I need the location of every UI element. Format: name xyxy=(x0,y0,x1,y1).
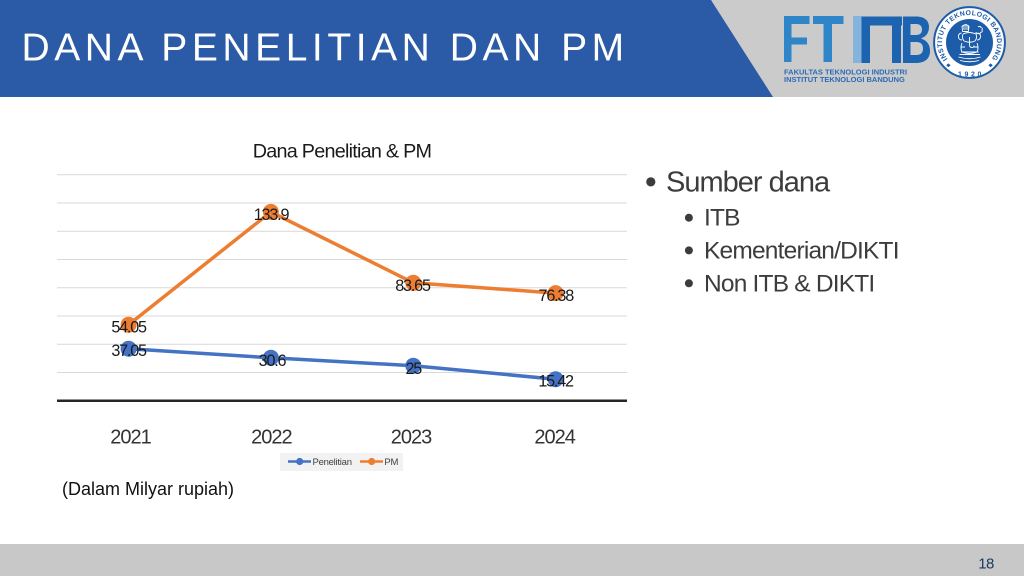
svg-text:15.42: 15.42 xyxy=(538,372,574,390)
svg-text:(Dalam Milyar rupiah): (Dalam Milyar rupiah) xyxy=(62,479,234,499)
svg-text:18: 18 xyxy=(978,555,994,572)
svg-text:Non ITB & DIKTI: Non ITB & DIKTI xyxy=(704,271,874,298)
svg-text:25: 25 xyxy=(405,360,422,378)
svg-text:2024: 2024 xyxy=(534,426,575,448)
svg-text:76.38: 76.38 xyxy=(539,287,575,305)
svg-text:Dana Penelitian & PM: Dana Penelitian & PM xyxy=(253,141,432,163)
svg-text:FAKULTAS TEKNOLOGI INDUSTRI: FAKULTAS TEKNOLOGI INDUSTRI xyxy=(784,67,907,76)
svg-text:2021: 2021 xyxy=(110,426,151,448)
svg-text:30.6: 30.6 xyxy=(259,352,287,370)
svg-text:1920: 1920 xyxy=(958,72,984,79)
svg-text:Penelitian: Penelitian xyxy=(313,457,352,468)
svg-text:2022: 2022 xyxy=(251,426,292,448)
svg-text:83.65: 83.65 xyxy=(395,277,431,295)
svg-text:Sumber dana: Sumber dana xyxy=(666,167,831,199)
svg-text:INSTITUT TEKNOLOGI BANDUNG: INSTITUT TEKNOLOGI BANDUNG xyxy=(784,75,905,84)
svg-text:DANA PENELITIAN DAN PM: DANA PENELITIAN DAN PM xyxy=(22,27,629,70)
svg-text:ITB: ITB xyxy=(704,205,740,232)
svg-text:54.05: 54.05 xyxy=(111,319,147,337)
svg-text:2023: 2023 xyxy=(391,426,432,448)
svg-text:37.05: 37.05 xyxy=(111,342,147,360)
svg-text:PM: PM xyxy=(384,457,398,468)
svg-text:Kementerian/DIKTI: Kementerian/DIKTI xyxy=(704,238,899,265)
svg-text:133.9: 133.9 xyxy=(254,206,290,224)
